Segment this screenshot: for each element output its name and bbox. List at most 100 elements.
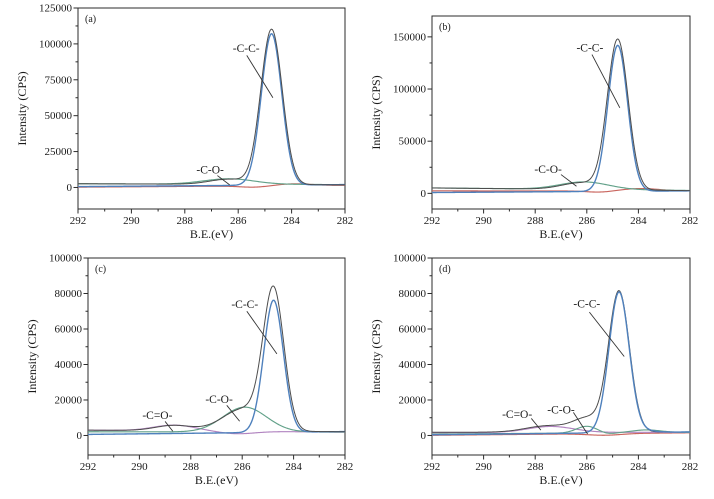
axis-ticks	[83, 257, 346, 460]
svg-text:286: 286	[579, 461, 596, 473]
annotation-label: -C-O-	[534, 164, 562, 176]
svg-text:286: 286	[230, 215, 247, 227]
svg-text:0: 0	[77, 430, 83, 442]
svg-text:286: 286	[579, 215, 596, 227]
svg-text:0: 0	[421, 188, 427, 200]
tick-labels: 282 284 286 288 290 292 0 20000 40000 60000 80000 1…	[49, 253, 353, 474]
svg-text:282: 282	[337, 461, 354, 473]
svg-text:100000: 100000	[393, 84, 427, 96]
svg-text:20000: 20000	[399, 394, 427, 406]
svg-text:292: 292	[70, 215, 87, 227]
x-axis-title: B.E.(eV)	[539, 227, 582, 241]
svg-text:75000: 75000	[45, 74, 73, 86]
svg-text:40000: 40000	[399, 359, 427, 371]
annotation-label: -C=O-	[142, 410, 172, 422]
svg-text:284: 284	[630, 461, 647, 473]
svg-text:288: 288	[527, 461, 544, 473]
svg-text:288: 288	[177, 215, 194, 227]
svg-text:290: 290	[475, 461, 492, 473]
annotation-leader	[226, 405, 240, 422]
plot-frame	[77, 7, 346, 210]
svg-text:60000: 60000	[399, 323, 427, 335]
plot-frame	[431, 15, 691, 210]
annotation-label: -C-O-	[196, 165, 224, 177]
svg-text:290: 290	[475, 215, 492, 227]
annotation-leader	[589, 311, 625, 357]
series-envelope	[431, 38, 691, 192]
annotation-leader	[560, 174, 577, 187]
y-axis-title: Intensity (CPS)	[369, 75, 383, 149]
svg-text:25000: 25000	[45, 146, 73, 158]
svg-text:282: 282	[682, 215, 699, 227]
tick-labels: 282 284 286 288 290 292 0 50000 100000 150000	[393, 31, 698, 227]
axis-ticks	[427, 257, 691, 460]
annotation-leader	[217, 175, 230, 186]
x-axis-title: B.E.(eV)	[190, 227, 233, 241]
tick-labels: 282 284 286 288 290 292 0 20000 40000 60000 80000 1…	[393, 253, 698, 474]
annotation-leader	[591, 54, 621, 109]
tick-labels: 282 284 286 288 290 292 0 25000 50000 75000 100000…	[39, 3, 353, 228]
annotation-label: -C-O-	[205, 394, 233, 406]
annotation-label: -C-C-	[233, 43, 260, 55]
svg-text:60000: 60000	[55, 323, 83, 335]
x-axis-title: B.E.(eV)	[195, 473, 238, 487]
panel-letter: (c)	[95, 264, 106, 275]
panel-letter: (a)	[85, 14, 96, 25]
annotation-label: -C-C-	[576, 42, 603, 54]
svg-text:80000: 80000	[399, 288, 427, 300]
series-C-O	[88, 406, 345, 433]
svg-text:40000: 40000	[55, 359, 83, 371]
svg-text:100000: 100000	[39, 38, 73, 50]
svg-text:50000: 50000	[45, 110, 73, 122]
svg-text:0: 0	[421, 430, 427, 442]
svg-text:292: 292	[424, 461, 441, 473]
annotation-label: -C-O-	[547, 405, 575, 417]
annotation-label: -C=O-	[502, 409, 532, 421]
annotation-label: -C-C-	[573, 298, 600, 310]
svg-text:80000: 80000	[55, 288, 83, 300]
svg-text:20000: 20000	[55, 394, 83, 406]
xps-panel-d: 282 284 286 288 290 292 0 20000 40000 60000 80000 1…	[369, 253, 698, 488]
series-C-C	[87, 299, 346, 436]
series-C-C	[77, 33, 346, 188]
svg-text:100000: 100000	[393, 253, 427, 265]
panel-letter: (d)	[439, 264, 451, 275]
series-C-C	[431, 44, 690, 194]
svg-text:292: 292	[424, 215, 441, 227]
x-axis-title: B.E.(eV)	[539, 473, 582, 487]
svg-text:282: 282	[682, 461, 699, 473]
annotation-leader	[530, 418, 542, 431]
svg-text:284: 284	[630, 215, 647, 227]
svg-text:292: 292	[80, 461, 97, 473]
series-envelope	[77, 28, 345, 186]
annotation-leader	[246, 310, 278, 355]
svg-text:50000: 50000	[399, 136, 427, 148]
xps-panel-b: 282 284 286 288 290 292 0 50000 100000 150000 -C-C…	[369, 15, 698, 241]
svg-text:286: 286	[234, 461, 251, 473]
svg-text:288: 288	[183, 461, 200, 473]
svg-text:284: 284	[283, 215, 300, 227]
xps-panel-a: 282 284 286 288 290 292 0 25000 50000 75000 100000…	[15, 3, 353, 242]
svg-text:0: 0	[67, 182, 73, 194]
svg-text:290: 290	[123, 215, 140, 227]
plot-frame	[431, 257, 691, 456]
svg-text:288: 288	[527, 215, 544, 227]
svg-text:125000: 125000	[39, 3, 73, 15]
plot-frame	[87, 257, 346, 456]
xps-panel-c: 282 284 286 288 290 292 0 20000 40000 60000 80000 1…	[25, 253, 353, 488]
panel-letter: (b)	[439, 22, 451, 33]
svg-text:150000: 150000	[393, 31, 427, 43]
series-envelope	[87, 285, 346, 433]
svg-text:282: 282	[337, 215, 354, 227]
annotation-leader	[573, 412, 588, 435]
annotation-leader	[164, 421, 174, 432]
y-axis-title: Intensity (CPS)	[369, 319, 383, 393]
series-C-C	[431, 291, 691, 436]
svg-text:100000: 100000	[49, 253, 83, 265]
axis-ticks	[427, 36, 691, 214]
svg-text:290: 290	[131, 461, 148, 473]
annotation-label: -C-C-	[231, 299, 258, 311]
annotation-leader	[246, 55, 274, 98]
svg-text:284: 284	[285, 461, 302, 473]
